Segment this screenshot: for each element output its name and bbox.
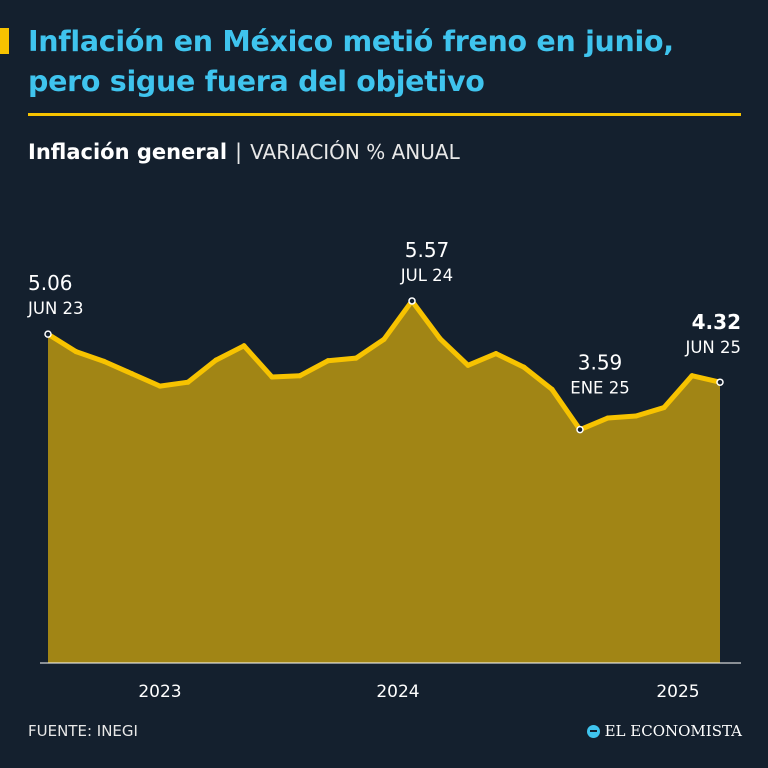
x-tick-label: 2025 [656,682,699,702]
headline-accent-bar [0,28,9,54]
brand-name: EL ECONOMISTA [604,722,742,740]
subtitle-separator: | [235,140,243,164]
line-segment [605,413,639,421]
annotation-value: 5.06 [28,271,73,295]
annotations: 5.06 JUN 23 5.57 JUL 24 3.59 ENE 25 4.32 JUN 25 [27,238,741,398]
line-segment [297,358,331,379]
data-point [521,364,527,370]
line-segment [689,373,723,385]
line-segment [157,379,191,389]
series-points [44,297,724,434]
data-point [269,374,275,380]
brand-logo: EL ECONOMISTA [586,722,742,740]
chart-subtitle: Inflación general | VARIACIÓN % ANUAL [28,138,460,166]
line-segment [73,349,107,364]
data-point [633,413,639,419]
subtitle-main: Inflación general [28,140,228,164]
x-tick-label: 2023 [138,682,181,702]
annotation-value: 4.32 [692,310,741,334]
data-point [381,336,387,342]
line-segment [185,357,219,385]
data-point [689,373,695,379]
source-note: FUENTE: INEGI [28,722,138,740]
data-point [353,355,359,361]
line-segment [661,373,695,411]
line-segment [101,358,135,377]
line-segment [577,415,611,433]
annotation-date: JUL 24 [400,266,453,285]
line-segment [353,336,387,361]
line-segment [129,371,163,389]
annotation-date: JUN 25 [684,338,741,357]
x-tick-label: 2024 [376,682,419,702]
data-point [325,358,331,364]
data-point [297,373,303,379]
line-segment [213,343,247,363]
data-point [465,362,471,368]
data-point [213,357,219,363]
annotation-value: 5.57 [405,238,450,262]
annotation-date: ENE 25 [570,379,629,398]
data-point [716,378,724,386]
series-line [45,298,723,433]
data-point [605,415,611,421]
data-point [549,386,555,392]
data-point [437,336,443,342]
data-point [44,330,52,338]
data-point [408,297,416,305]
data-point [157,383,163,389]
data-point [73,349,79,355]
data-point [241,343,247,349]
data-point [129,371,135,377]
data-point [493,351,499,357]
data-point [185,379,191,385]
line-segment [633,405,667,419]
line-segment [45,331,79,355]
headline: Inflación en México metió freno en junio… [28,25,674,98]
data-point [101,358,107,364]
annotation-date: JUN 23 [27,299,84,318]
line-segment [521,364,555,392]
line-segment [437,336,471,368]
line-segment [269,373,303,380]
title-divider [28,113,741,116]
line-segment [493,351,527,370]
data-point [576,425,584,434]
subtitle-unit: VARIACIÓN % ANUAL [250,140,460,164]
x-axis-ticks: 2023 2024 2025 [138,682,699,702]
brand-mark-icon [586,724,600,738]
annotation-value: 3.59 [578,351,623,375]
line-segment [465,351,499,368]
data-point [661,405,667,411]
line-segment [409,298,443,342]
line-segment [241,343,275,380]
line-segment [549,386,583,433]
line-segment [381,298,415,342]
line-segment [325,355,359,364]
